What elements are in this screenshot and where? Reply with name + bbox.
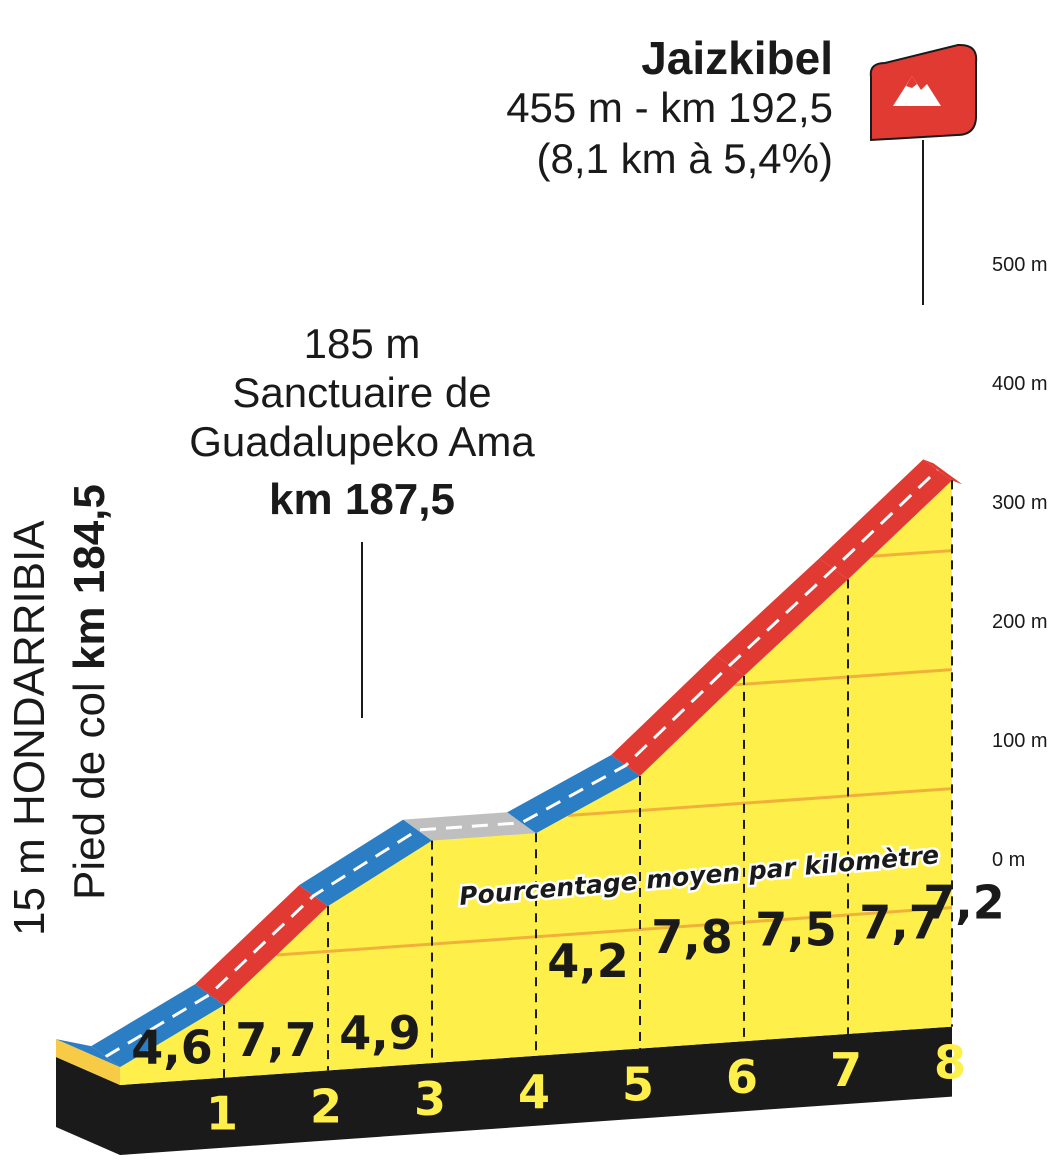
km-marker: 1 (206, 1087, 238, 1141)
base-band-side (56, 1057, 120, 1155)
ribbon-centerline (104, 468, 939, 1058)
altitude-gridlines (276, 549, 953, 957)
start-label: Pied de col km 184,5 (65, 484, 114, 900)
km-marker: 3 (414, 1072, 446, 1126)
start-label-prefix: Pied de col (65, 670, 114, 900)
waypoint-name-line1: Sanctuaire de (232, 369, 491, 416)
km-marker: 8 (934, 1036, 966, 1090)
km-separators: 1 2 3 4 5 6 7 8 (206, 480, 966, 1141)
gridline-300 (734, 668, 953, 687)
gradient-label: 4,9 (339, 1006, 421, 1060)
gradient-label: 7,2 (923, 876, 1005, 930)
summit-stats: (8,1 km à 5,4%) (537, 135, 833, 182)
ribbon-segment-3-4 (403, 812, 536, 841)
gridline-100 (276, 906, 953, 957)
ribbon-start-cap (56, 1039, 120, 1068)
summit-name: Jaizkibel (641, 32, 833, 84)
gridline-400 (872, 549, 953, 558)
profile-side (56, 1039, 120, 1085)
gradient-label: 7,5 (755, 903, 837, 957)
mountain-flag-icon (893, 76, 941, 106)
start-altitude-place: 15 m HONDARRIBIA (5, 520, 54, 936)
km-marker: 7 (830, 1043, 862, 1097)
base-band-front (120, 1026, 952, 1155)
y-tick-label: 400 m (992, 373, 1048, 395)
y-tick-label: 0 m (992, 849, 1025, 871)
y-tick-label: 300 m (992, 492, 1048, 514)
gradient-labels: 4,6 7,7 4,94,2 7,8 7,5 7,77,2 (131, 876, 1005, 1075)
y-tick-label: 200 m (992, 611, 1048, 633)
gradient-label: 7,8 (651, 910, 733, 964)
gradient-ribbon (56, 459, 963, 1068)
gradient-label: 4,2 (547, 934, 629, 988)
start-label-km: km 184,5 (65, 484, 114, 670)
y-tick-label: 500 m (992, 254, 1048, 276)
summit-flag (869, 43, 978, 305)
y-axis: 0 m 100 m 200 m 300 m 400 m 500 m (992, 254, 1048, 871)
gradient-label: 7,7 (235, 1013, 317, 1067)
waypoint-altitude: 185 m (304, 320, 421, 367)
km-marker: 6 (726, 1050, 758, 1104)
ribbon-segment-8-8,1 (923, 459, 963, 485)
summit-details: 455 m - km 192,5 (506, 84, 833, 131)
y-tick-label: 100 m (992, 730, 1048, 752)
gridline-200 (568, 787, 953, 818)
waypoint-name-line2: Guadalupeko Ama (189, 418, 535, 465)
gradient-label: 7,7 (859, 895, 941, 949)
km-marker: 5 (622, 1058, 654, 1112)
km-marker: 4 (518, 1065, 550, 1119)
km-marker: 2 (310, 1079, 342, 1133)
waypoint-km: km 187,5 (269, 475, 455, 524)
gradient-label: 4,6 (131, 1020, 213, 1074)
